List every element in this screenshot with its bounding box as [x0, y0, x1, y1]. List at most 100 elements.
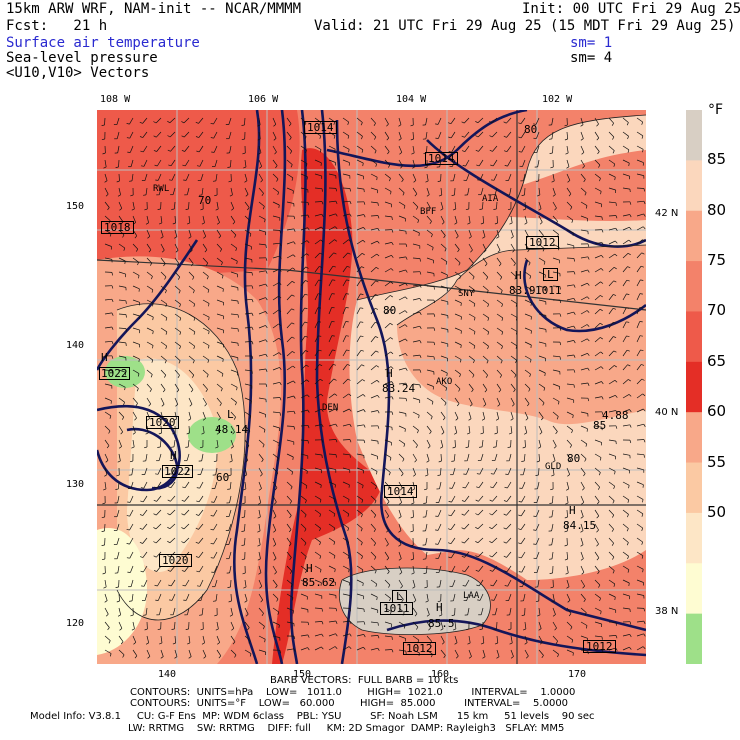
wind-barb: [566, 354, 574, 357]
wind-barb: [580, 145, 585, 153]
wind-barb-flag: [596, 123, 599, 127]
wind-barb: [398, 467, 404, 474]
wind-barb-flag: [257, 544, 261, 547]
temp-region-cold-pocket: [188, 417, 236, 453]
wind-barb-flag: [386, 529, 389, 533]
wind-barb-flag: [528, 262, 531, 266]
wind-barb: [356, 226, 364, 231]
wind-barb-flag: [321, 646, 324, 650]
field-vectors: <U10,V10> Vectors: [6, 65, 150, 81]
wind-barb: [454, 187, 456, 196]
wind-barb: [384, 268, 392, 273]
wind-barb-flag: [477, 179, 481, 181]
wind-barb: [244, 607, 249, 615]
wind-barb: [440, 439, 444, 447]
wind-barb: [594, 467, 601, 473]
wind-barb: [440, 397, 447, 404]
wind-barb: [143, 159, 148, 167]
wind-barb-flag: [508, 628, 512, 631]
wind-barb: [342, 335, 347, 343]
wind-barb-flag: [587, 398, 590, 402]
wind-barb-flag: [321, 621, 324, 625]
wind-barb: [384, 215, 392, 218]
wind-barb: [201, 607, 204, 615]
wind-barb: [451, 145, 456, 153]
wind-barb-flag: [169, 599, 173, 601]
wind-barb: [314, 593, 322, 597]
wind-barb-flag: [615, 395, 618, 398]
wind-barb-flag: [278, 352, 282, 356]
wind-barb-flag: [568, 459, 571, 463]
wind-barb-flag: [611, 543, 614, 546]
wind-barb: [426, 145, 428, 154]
wind-barb: [608, 322, 614, 329]
wind-barb-flag: [643, 608, 645, 612]
wind-barb-flag: [489, 526, 493, 530]
wind-barb-flag: [116, 180, 120, 183]
wind-barb: [622, 523, 629, 529]
wind-barb: [258, 649, 266, 653]
wind-barb-flag: [335, 213, 338, 217]
wind-barb-flag: [416, 626, 419, 630]
wind-barb: [608, 495, 615, 501]
wind-barb-flag: [584, 458, 587, 462]
wind-barb-flag: [265, 383, 268, 387]
wind-barb: [370, 593, 378, 598]
wind-barb: [370, 380, 378, 385]
wind-barb: [314, 201, 323, 203]
wind-barb: [580, 551, 584, 559]
wind-barb: [426, 257, 434, 261]
wind-barb: [370, 280, 376, 287]
wind-barb: [566, 173, 571, 181]
wind-barb-flag: [154, 164, 158, 167]
wind-barb: [258, 368, 266, 371]
barb-info: BARB VECTORS: FULL BARB = 10 kts: [270, 675, 459, 686]
wind-barb-flag: [274, 151, 277, 155]
wind-barb-flag: [257, 124, 261, 127]
wind-barb: [580, 173, 586, 180]
wind-barb-flag: [347, 541, 350, 545]
wind-barb: [384, 495, 390, 502]
wind-barb: [426, 229, 433, 235]
wind-barb-flag: [499, 276, 503, 280]
wind-barb-flag: [291, 177, 294, 181]
wind-barb: [272, 337, 279, 343]
wind-barb: [342, 393, 349, 399]
wind-barb-flag: [244, 474, 247, 477]
wind-barb-flag: [321, 424, 324, 428]
wind-barb: [286, 410, 295, 413]
wind-barb: [636, 439, 645, 441]
wind-barb-flag: [373, 123, 376, 126]
wind-barb-flag: [424, 166, 428, 169]
wind-barb-flag: [587, 353, 590, 356]
wind-barb-flag: [472, 276, 475, 280]
wind-barb: [440, 313, 448, 316]
wind-barb: [468, 425, 471, 433]
wind-barb: [521, 565, 526, 573]
wind-barb-flag: [398, 138, 402, 141]
wind-barb: [636, 252, 642, 259]
wind-barb: [286, 281, 293, 287]
wind-barb: [412, 607, 418, 614]
wind-barb-flag: [251, 355, 254, 359]
wind-barb-flag: [375, 336, 379, 339]
wind-barb-flag: [101, 516, 105, 519]
wind-barb-flag: [573, 258, 575, 262]
wind-barb: [198, 523, 204, 530]
wind-barb-flag: [601, 242, 604, 246]
wind-barb-flag: [182, 473, 187, 475]
wind-barb-flag: [265, 325, 268, 329]
wind-barb-flag: [375, 350, 379, 353]
wind-barb-flag: [515, 289, 518, 294]
wind-barb-flag: [627, 499, 630, 503]
wind-barb-flag: [245, 194, 249, 197]
wind-barb: [454, 425, 458, 433]
wind-barb-flag: [233, 417, 236, 420]
wind-barb: [537, 481, 540, 489]
wind-barb: [580, 593, 586, 600]
wind-barb: [314, 213, 322, 217]
wind-barb-flag: [583, 599, 586, 603]
wind-barb-flag: [424, 586, 428, 589]
wind-barb: [145, 453, 148, 461]
wind-barb-flag: [249, 415, 252, 419]
